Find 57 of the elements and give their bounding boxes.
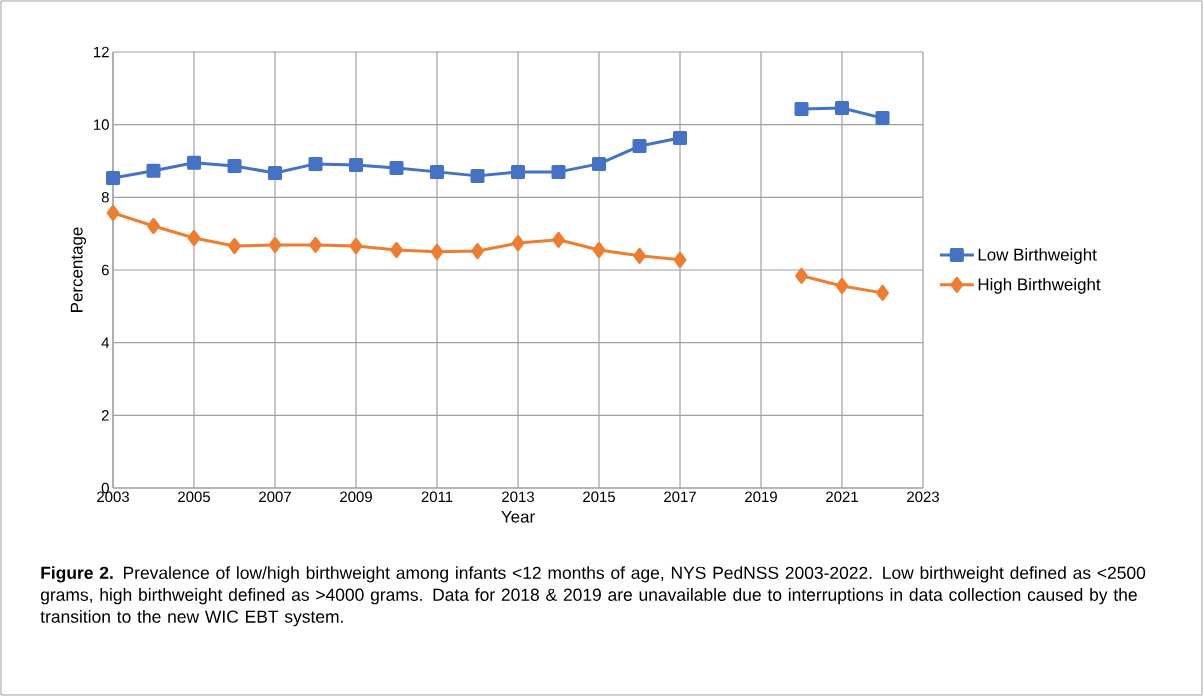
x-axis-title: Year: [501, 510, 535, 523]
legend-label: Low Birthweight: [978, 248, 1097, 265]
point: [146, 163, 161, 178]
point: [632, 139, 647, 154]
point: [511, 164, 526, 179]
point: [876, 284, 889, 301]
x-tick-label: 2017: [664, 491, 696, 503]
y-axis-title: Percentage: [70, 227, 87, 312]
text: Figure 2. Prevalence of low/high birthweight among infants <12 months of age, NYS PedNSS 2003-2022. Low birthweight defined as <2500 grams, high birthweight defined as >4000 grams. Data for 2018 & 2019 are unavailable due to interruptions in data collection caused by the transition to the new WIC EBT system.: [40, 566, 1146, 627]
point: [794, 102, 809, 117]
y-tick-label: 2: [101, 410, 109, 421]
point: [268, 165, 283, 180]
point: [308, 156, 323, 171]
x-tick-label: 2015: [583, 491, 615, 503]
point: [106, 171, 121, 186]
point: [511, 235, 525, 252]
x-tick-label: 2005: [178, 491, 210, 503]
x-tick-label: 2007: [259, 491, 291, 503]
y-tick-label: 4: [101, 337, 110, 348]
point: [592, 156, 607, 171]
point: [673, 251, 687, 268]
legend-label: High Birthweight: [978, 277, 1101, 294]
point: [349, 157, 364, 172]
point: [228, 238, 241, 254]
point: [390, 242, 403, 258]
point: [187, 155, 202, 170]
y-tick-label: 6: [101, 264, 109, 276]
point: [389, 160, 404, 175]
y-tick-label: 8: [101, 192, 109, 203]
x-tick-label: 2013: [502, 491, 534, 503]
y-tick-label: 12: [94, 46, 109, 58]
y-tick-label: 10: [94, 119, 109, 130]
point: [309, 236, 322, 253]
point: [633, 247, 646, 264]
point: [552, 231, 565, 248]
point: [147, 218, 160, 235]
x-tick-label: 2021: [826, 491, 858, 503]
point: [430, 243, 444, 260]
x-tick-label: 2011: [421, 491, 453, 503]
point: [471, 243, 484, 260]
point: [430, 164, 445, 179]
point: [835, 100, 850, 115]
point: [268, 236, 282, 253]
point: [106, 204, 120, 221]
point: [227, 159, 242, 174]
point: [349, 238, 363, 254]
point: [673, 131, 688, 146]
point: [795, 267, 808, 284]
point: [470, 168, 485, 183]
point: [835, 277, 849, 294]
x-tick-label: 2009: [340, 491, 372, 503]
point: [551, 164, 566, 179]
point: [592, 242, 606, 258]
x-tick-label: 2019: [745, 491, 777, 503]
point: [187, 230, 201, 247]
point: [875, 111, 890, 126]
x-tick-label: 2023: [907, 491, 939, 503]
